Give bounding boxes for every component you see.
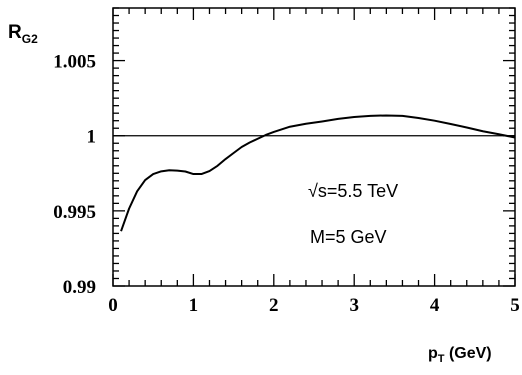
y-axis-title: RG2 [8,22,38,46]
annotation-energy: √s=5.5 TeV [308,181,398,201]
y-tick-label: 1 [87,127,97,148]
svg-text:RG2: RG2 [8,22,38,46]
x-axis-title: pT (GeV) [428,345,492,365]
x-tick-label: 0 [108,295,118,316]
x-tick-label: 2 [269,295,279,316]
series-line-0 [120,114,516,232]
x-tick-label: 5 [510,295,520,316]
data-series-group [120,114,516,232]
x-axis-title-main: p [428,345,438,362]
y-axis-title-sub: G2 [22,32,38,46]
annotation-mass: M=5 GeV [310,227,387,247]
axis-ticks-group [112,7,516,287]
plot-frame [112,7,516,287]
x-axis-title-sub: T [438,353,445,365]
y-axis-title-main: R [8,22,22,43]
annotations-group: √s=5.5 TeV M=5 GeV [308,181,398,247]
x-tick-label: 4 [430,295,440,316]
y-tick-label: 0.995 [53,202,96,223]
tick-labels-group: 0 1 2 3 4 5 0.99 0.995 1 1.005 [53,52,520,316]
y-tick-label: 1.005 [53,52,96,73]
y-tick-label: 0.99 [63,277,96,298]
svg-text:pT (GeV): pT (GeV) [428,345,492,365]
x-tick-label: 3 [349,295,359,316]
x-axis-title-rest: (GeV) [445,345,492,362]
x-tick-label: 1 [189,295,199,316]
